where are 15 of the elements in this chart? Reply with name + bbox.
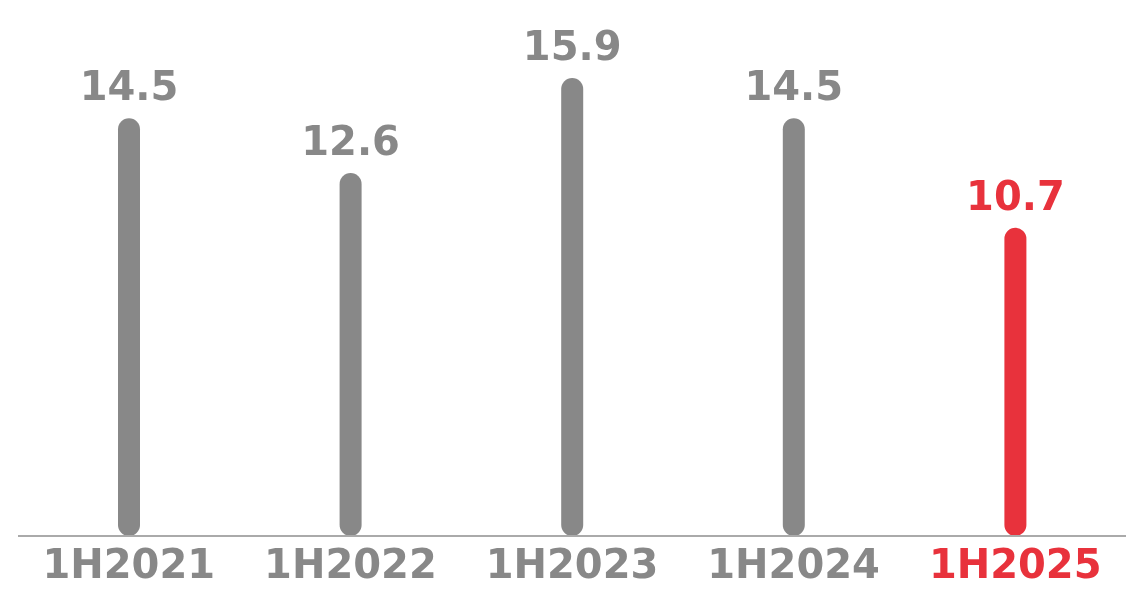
x-tick-label: 1H2025 bbox=[928, 541, 1102, 587]
x-tick-label: 1H2023 bbox=[485, 541, 659, 587]
data-label: 12.6 bbox=[301, 118, 400, 165]
x-tick-label: 1H2024 bbox=[707, 541, 880, 587]
bar bbox=[1004, 227, 1027, 536]
bar bbox=[118, 118, 140, 536]
x-tick-label: 1H2022 bbox=[264, 541, 437, 587]
data-label: 14.5 bbox=[744, 63, 844, 110]
data-label: 15.9 bbox=[522, 23, 622, 69]
bar bbox=[782, 118, 805, 536]
x-tick-label: 1H2021 bbox=[42, 541, 216, 587]
data-label: 14.5 bbox=[79, 63, 179, 110]
bar bbox=[339, 173, 362, 536]
bar bbox=[561, 78, 584, 536]
data-label: 10.7 bbox=[966, 172, 1065, 219]
